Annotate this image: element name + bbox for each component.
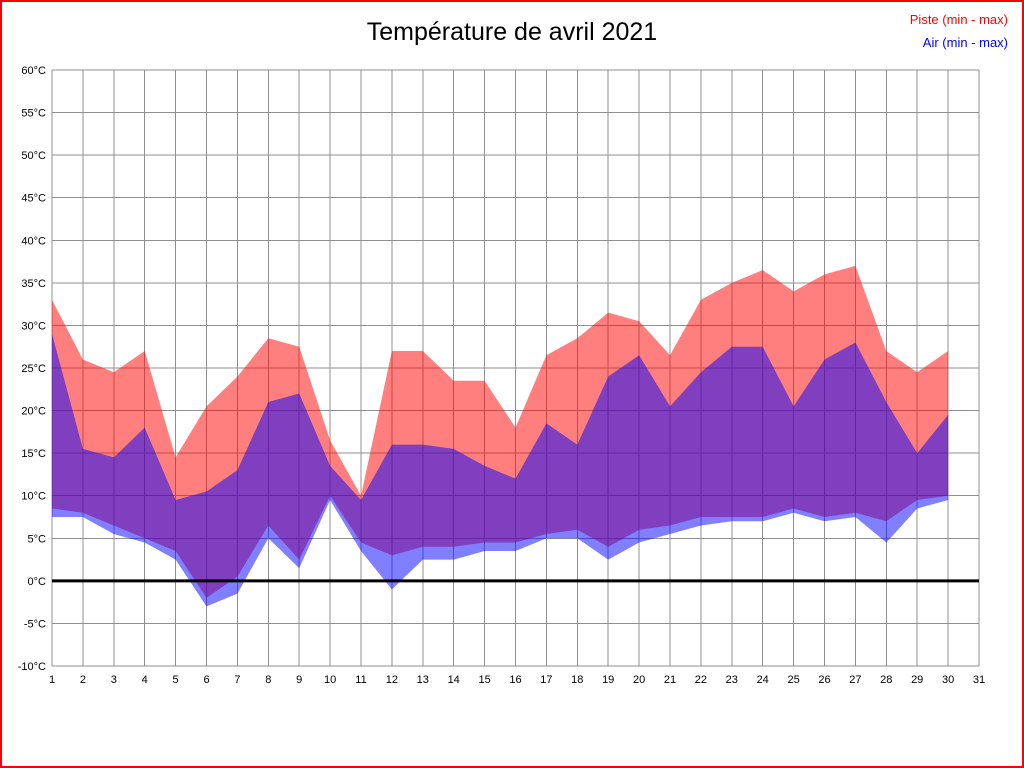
svg-text:18: 18 <box>571 674 583 686</box>
svg-text:24: 24 <box>757 674 769 686</box>
svg-text:-10°C: -10°C <box>18 661 46 673</box>
svg-text:6: 6 <box>203 674 209 686</box>
chart-legend: Piste (min - max) Air (min - max) <box>910 8 1008 54</box>
svg-text:25: 25 <box>787 674 799 686</box>
svg-text:7: 7 <box>234 674 240 686</box>
svg-text:13: 13 <box>417 674 429 686</box>
svg-text:1: 1 <box>49 674 55 686</box>
svg-text:45°C: 45°C <box>21 193 46 205</box>
svg-text:26: 26 <box>818 674 830 686</box>
svg-text:35°C: 35°C <box>21 278 46 290</box>
svg-text:19: 19 <box>602 674 614 686</box>
svg-text:21: 21 <box>664 674 676 686</box>
svg-text:2: 2 <box>80 674 86 686</box>
chart-title: Température de avril 2021 <box>366 18 658 46</box>
svg-text:9: 9 <box>296 674 302 686</box>
svg-text:40°C: 40°C <box>21 235 46 247</box>
svg-text:55°C: 55°C <box>21 108 46 120</box>
svg-text:10°C: 10°C <box>21 491 46 503</box>
svg-text:60°C: 60°C <box>21 65 46 77</box>
svg-text:5°C: 5°C <box>28 533 47 545</box>
svg-text:12: 12 <box>386 674 398 686</box>
svg-text:15°C: 15°C <box>21 448 46 460</box>
svg-text:28: 28 <box>880 674 892 686</box>
svg-text:16: 16 <box>509 674 521 686</box>
svg-text:23: 23 <box>726 674 738 686</box>
svg-text:30°C: 30°C <box>21 320 46 332</box>
svg-text:5: 5 <box>173 674 179 686</box>
svg-text:14: 14 <box>448 674 460 686</box>
svg-text:15: 15 <box>478 674 490 686</box>
svg-text:30: 30 <box>942 674 954 686</box>
legend-piste: Piste (min - max) <box>909 12 1008 27</box>
svg-text:17: 17 <box>540 674 552 686</box>
svg-text:20: 20 <box>633 674 645 686</box>
svg-text:22: 22 <box>695 674 707 686</box>
x-axis-labels: 1 2 3 4 5 6 7 8 9 10 11 12 13 14 15 16 17 18 19 20 21 22 23 24 2… <box>49 674 985 686</box>
svg-text:20°C: 20°C <box>21 406 46 418</box>
legend-air: Air (min - max) <box>922 35 1008 50</box>
y-axis-labels: 60°C 55°C 50°C 45°C 40°C 35°C 30°C 25°C 20°C 15°C… <box>18 65 46 673</box>
svg-text:29: 29 <box>911 674 923 686</box>
svg-text:8: 8 <box>265 674 271 686</box>
svg-text:3: 3 <box>111 674 117 686</box>
svg-text:25°C: 25°C <box>21 363 46 375</box>
svg-text:27: 27 <box>849 674 861 686</box>
svg-text:-5°C: -5°C <box>24 618 46 630</box>
svg-text:31: 31 <box>973 674 985 686</box>
svg-text:4: 4 <box>142 674 148 686</box>
svg-text:0°C: 0°C <box>28 576 47 588</box>
svg-text:50°C: 50°C <box>21 150 46 162</box>
svg-text:10: 10 <box>324 674 336 686</box>
svg-text:11: 11 <box>355 674 366 686</box>
air-band <box>52 333 949 607</box>
